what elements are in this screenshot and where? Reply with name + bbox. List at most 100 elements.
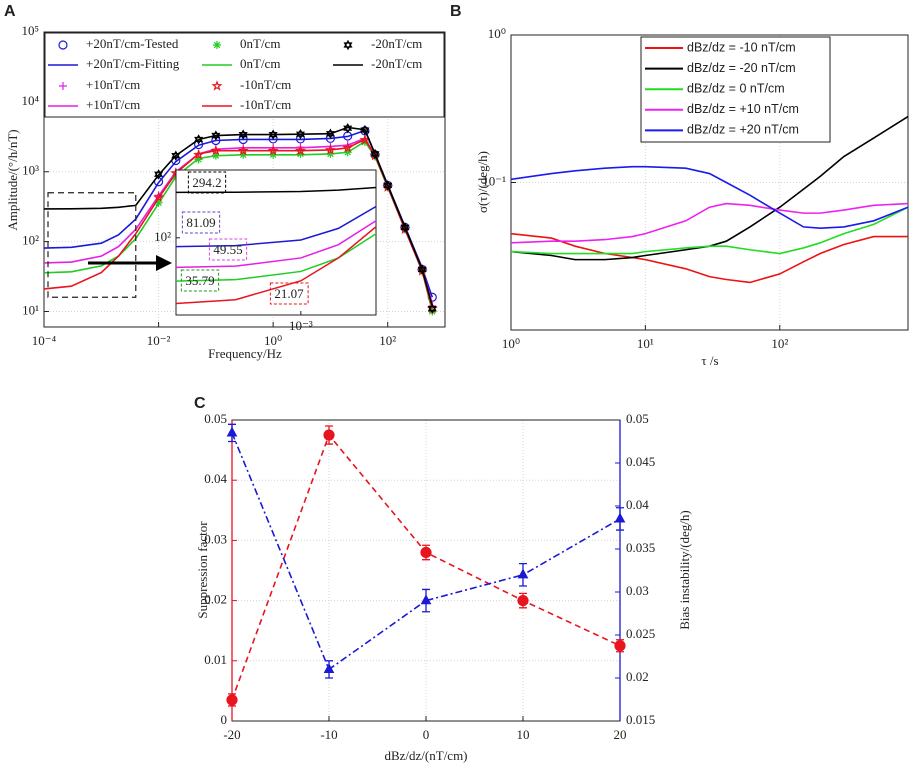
marker	[226, 694, 238, 706]
y-axis-label: Amplitude/(°/h/nT)	[5, 129, 20, 230]
legend-label: +20nT/cm-Fitting	[86, 56, 180, 71]
legend-label: +20nT/cm-Tested	[86, 36, 179, 51]
y-tick-label: 10³	[22, 163, 39, 178]
x-tick-label: 0	[423, 727, 430, 742]
legend-label: dBz/dz = +10 nT/cm	[687, 102, 799, 116]
marker	[210, 145, 222, 156]
y2-tick-label: 0.03	[626, 583, 649, 598]
axes-frame	[43, 31, 446, 328]
series-line	[511, 206, 908, 255]
y2-tick-label: 0.04	[626, 497, 649, 512]
y-tick-label: 10²	[22, 233, 39, 248]
legend-box	[44, 32, 445, 118]
y-tick-label: 0.01	[204, 652, 227, 667]
inset-line	[176, 186, 376, 194]
inset-line	[176, 225, 376, 305]
legend-label: dBz/dz = +20 nT/cm	[687, 123, 799, 137]
y2-tick-label: 0.05	[626, 411, 649, 426]
panel-label: A	[4, 3, 16, 20]
y2-tick-label: 0.035	[626, 540, 655, 555]
inset-annotation: 294.2	[192, 175, 221, 190]
marker	[614, 640, 626, 652]
y-tick-label: 0.04	[204, 471, 227, 486]
series-line	[511, 202, 908, 244]
legend-marker	[59, 82, 67, 90]
annotation-box	[269, 282, 309, 305]
y-axis-label: σ(τ)/(deg/h)	[475, 151, 490, 213]
x-axis-label: Frequency/Hz	[208, 346, 282, 361]
axes-frame	[510, 34, 909, 331]
marker	[226, 426, 238, 437]
inset-line	[176, 232, 376, 282]
marker	[420, 546, 432, 558]
marker	[237, 145, 249, 156]
x-tick-label: 10⁻²	[147, 333, 171, 348]
y2-tick-label: 0.02	[626, 669, 649, 684]
y-tick-label: 10¹	[22, 302, 39, 317]
marker	[427, 303, 437, 314]
inset-line	[176, 219, 376, 269]
series-line	[511, 232, 908, 284]
y2-tick-label: 0.015	[626, 712, 655, 727]
annotation-box	[187, 171, 227, 194]
y-tick-label: 10⁵	[21, 23, 39, 38]
marker	[343, 131, 353, 141]
inset-x-tick-label: 10⁻³	[289, 318, 313, 333]
series-line	[232, 432, 620, 671]
x-axis-label: τ /s	[701, 353, 718, 368]
x-tick-label: 10⁰	[264, 333, 282, 348]
y2-tick-label: 0.045	[626, 454, 655, 469]
y2-tick-label: 0.025	[626, 626, 655, 641]
x-tick-label: 10⁰	[502, 336, 520, 351]
marker	[517, 595, 529, 607]
y-tick-label: 10⁻¹	[482, 173, 506, 188]
legend-label: dBz/dz = -10 nT/cm	[687, 40, 796, 54]
y-tick-label: 0	[221, 712, 228, 727]
legend-marker	[211, 80, 223, 91]
inset-annotation: 49.55	[213, 242, 242, 257]
legend-marker	[343, 39, 353, 51]
y2-axis-label: Bias instability/(deg/h)	[677, 510, 692, 630]
inset-annotation: 35.79	[185, 273, 214, 288]
legend-label: -10nT/cm	[240, 77, 291, 92]
x-tick-label: 10¹	[637, 336, 654, 351]
legend-marker	[58, 40, 68, 50]
marker	[267, 145, 279, 156]
zoom-region	[47, 192, 137, 298]
y-tick-label: 0.05	[204, 411, 227, 426]
legend-marker	[213, 41, 221, 49]
x-tick-label: -10	[320, 727, 337, 742]
legend-label: dBz/dz = -20 nT/cm	[687, 61, 796, 75]
series-line	[511, 165, 908, 230]
x-tick-label: -20	[223, 727, 240, 742]
series-line	[511, 115, 908, 261]
legend-label: -10nT/cm	[240, 97, 291, 112]
y-tick-label: 10⁴	[21, 93, 39, 108]
marker	[420, 594, 432, 605]
series-line	[44, 126, 434, 307]
marker	[295, 128, 305, 140]
inset-line	[176, 205, 376, 248]
inset-annotation: 21.07	[274, 286, 304, 301]
x-tick-label: 10²	[771, 336, 788, 351]
annotation-box	[208, 238, 248, 261]
zoom-arrowhead	[156, 255, 172, 271]
y-tick-label: 0.03	[204, 531, 227, 546]
y-axis-label: Suppression factor	[195, 521, 210, 619]
y-tick-label: 0.02	[204, 592, 227, 607]
marker	[238, 129, 248, 140]
marker	[323, 663, 335, 673]
annotation-box	[181, 211, 221, 234]
legend-label: +10nT/cm	[86, 77, 140, 92]
y-tick-label: 10⁰	[488, 26, 506, 41]
annotation-box	[180, 269, 220, 292]
marker	[295, 145, 306, 156]
legend-label: -20nT/cm	[371, 36, 422, 51]
legend-label: 0nT/cm	[240, 36, 280, 51]
marker	[517, 568, 529, 579]
legend-label: -20nT/cm	[371, 56, 422, 71]
marker	[614, 512, 626, 523]
legend-label: 0nT/cm	[240, 56, 280, 71]
x-tick-label: 10	[517, 727, 530, 742]
